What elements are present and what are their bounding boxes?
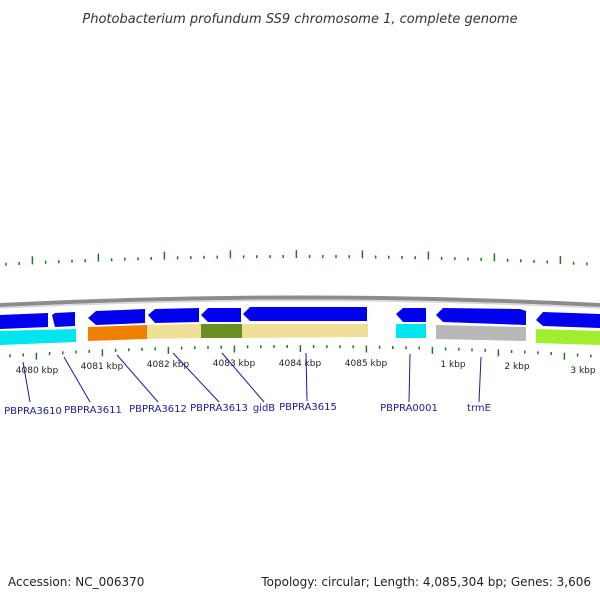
gene-label-pbpra3612[interactable]: PBPRA3612 [129, 404, 187, 415]
tick-label: 4085 kbp [345, 359, 388, 369]
chromosome-backbone [0, 295, 600, 307]
gene-label-trme[interactable]: trmE [467, 403, 491, 414]
feature-block[interactable] [201, 324, 242, 338]
leader-line [478, 356, 482, 403]
feature-block[interactable] [396, 324, 426, 338]
leader-line [305, 352, 308, 402]
feature-block[interactable] [536, 329, 600, 345]
backbone-shadow [0, 299, 600, 309]
leader-line [172, 352, 220, 403]
leader-line [408, 353, 411, 403]
gene-arrow[interactable] [0, 313, 48, 329]
accession-text: Accession: NC_006370 [8, 575, 144, 589]
feature-block[interactable] [0, 329, 76, 345]
tick-label: 4082 kbp [147, 360, 190, 370]
gene-label-pbpra3611[interactable]: PBPRA3611 [64, 405, 122, 416]
feature-track [0, 324, 600, 345]
gene-label-pbpra3615[interactable]: PBPRA3615 [279, 402, 337, 413]
gc-content-track [5, 250, 588, 266]
leader-line [116, 354, 159, 403]
feature-block[interactable] [436, 325, 526, 341]
forward-strand-track [0, 307, 600, 329]
tick-label: 3 kbp [570, 366, 596, 376]
tick-label: 4084 kbp [279, 359, 322, 369]
tick-label: 2 kbp [504, 362, 530, 372]
gene-arrow[interactable] [52, 312, 75, 327]
leader-line [63, 356, 91, 403]
gene-label-pbpra0001[interactable]: PBPRA0001 [380, 403, 438, 414]
gene-arrow[interactable] [148, 308, 199, 323]
leader-line [22, 361, 31, 403]
tick-label: 4083 kbp [213, 359, 256, 369]
gene-arrow[interactable] [201, 308, 241, 322]
feature-block[interactable] [147, 324, 201, 339]
gene-arrow[interactable] [536, 312, 600, 328]
gene-arrow[interactable] [436, 308, 526, 325]
coordinate-labels: 4080 kbp 4081 kbp 4082 kbp 4083 kbp 4084… [16, 359, 596, 376]
feature-block[interactable] [242, 324, 368, 338]
gene-arrow[interactable] [88, 309, 145, 325]
tick-label: 4081 kbp [81, 362, 124, 372]
gene-arrow[interactable] [243, 307, 367, 321]
leader-line [221, 352, 265, 403]
tick-label: 1 kbp [440, 360, 466, 370]
gene-leader-lines [22, 352, 482, 403]
tick-label: 4080 kbp [16, 366, 59, 376]
gene-label-pbpra3610[interactable]: PBPRA3610 [4, 406, 62, 417]
gene-label-pbpra3613[interactable]: PBPRA3613 [190, 403, 248, 414]
genome-summary-text: Topology: circular; Length: 4,085,304 bp… [260, 575, 591, 589]
gene-label-gidb[interactable]: gidB [253, 403, 275, 414]
gene-labels: PBPRA3610 PBPRA3611 PBPRA3612 PBPRA3613 … [4, 402, 491, 417]
feature-block[interactable] [88, 325, 147, 341]
gene-arrow[interactable] [396, 308, 426, 322]
map-title: Photobacterium profundum SS9 chromosome … [82, 12, 517, 27]
lower-tick-track [9, 345, 592, 360]
